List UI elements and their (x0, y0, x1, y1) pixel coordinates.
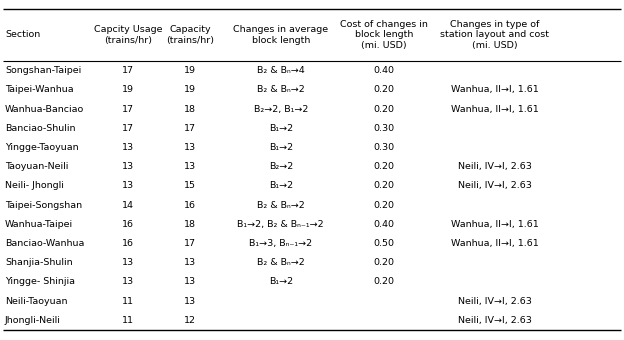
Text: Cost of changes in
block length
(mi. USD): Cost of changes in block length (mi. USD… (340, 20, 427, 50)
Text: B₂ & Bₙ→2: B₂ & Bₙ→2 (257, 258, 305, 267)
Text: 18: 18 (184, 220, 197, 229)
Text: 11: 11 (122, 296, 134, 306)
Text: 15: 15 (184, 182, 197, 190)
Text: 13: 13 (122, 258, 134, 267)
Text: B₁→3, Bₙ₋₁→2: B₁→3, Bₙ₋₁→2 (249, 239, 313, 248)
Text: 13: 13 (184, 143, 197, 152)
Text: Jhongli-Neili: Jhongli-Neili (5, 316, 61, 325)
Text: 19: 19 (122, 85, 134, 95)
Text: 0.20: 0.20 (373, 277, 394, 286)
Text: Neili, IV→I, 2.63: Neili, IV→I, 2.63 (457, 296, 532, 306)
Text: 17: 17 (122, 124, 134, 133)
Text: 19: 19 (184, 66, 197, 75)
Text: 18: 18 (184, 105, 197, 114)
Text: Taoyuan-Neili: Taoyuan-Neili (5, 162, 69, 171)
Text: Yingge- Shinjia: Yingge- Shinjia (5, 277, 75, 286)
Text: 0.20: 0.20 (373, 258, 394, 267)
Text: 0.20: 0.20 (373, 85, 394, 95)
Text: Banciao-Wanhua: Banciao-Wanhua (5, 239, 84, 248)
Text: 13: 13 (122, 162, 134, 171)
Text: 13: 13 (184, 277, 197, 286)
Text: 0.30: 0.30 (373, 143, 394, 152)
Text: Wanhua-Taipei: Wanhua-Taipei (5, 220, 73, 229)
Text: 0.20: 0.20 (373, 162, 394, 171)
Text: Shanjia-Shulin: Shanjia-Shulin (5, 258, 72, 267)
Text: 0.40: 0.40 (373, 220, 394, 229)
Text: Wanhua, II→I, 1.61: Wanhua, II→I, 1.61 (451, 105, 539, 114)
Text: 13: 13 (184, 258, 197, 267)
Text: 14: 14 (122, 201, 134, 209)
Text: Neili, IV→I, 2.63: Neili, IV→I, 2.63 (457, 316, 532, 325)
Text: 0.20: 0.20 (373, 201, 394, 209)
Text: 13: 13 (184, 296, 197, 306)
Text: Changes in type of
station layout and cost
(mi. USD): Changes in type of station layout and co… (440, 20, 549, 50)
Text: Taipei-Songshan: Taipei-Songshan (5, 201, 82, 209)
Text: 0.30: 0.30 (373, 124, 394, 133)
Text: Wanhua-Banciao: Wanhua-Banciao (5, 105, 84, 114)
Text: Capacity
(trains/hr): Capacity (trains/hr) (167, 25, 214, 45)
Text: Neili- Jhongli: Neili- Jhongli (5, 182, 64, 190)
Text: 17: 17 (184, 239, 197, 248)
Text: 17: 17 (122, 105, 134, 114)
Text: B₁→2: B₁→2 (269, 277, 293, 286)
Text: B₁→2: B₁→2 (269, 182, 293, 190)
Text: 13: 13 (122, 143, 134, 152)
Text: 12: 12 (184, 316, 197, 325)
Text: 13: 13 (184, 162, 197, 171)
Text: 11: 11 (122, 316, 134, 325)
Text: 13: 13 (122, 277, 134, 286)
Text: Yingge-Taoyuan: Yingge-Taoyuan (5, 143, 79, 152)
Text: Neili, IV→I, 2.63: Neili, IV→I, 2.63 (457, 162, 532, 171)
Text: B₁→2, B₂ & Bₙ₋₁→2: B₁→2, B₂ & Bₙ₋₁→2 (238, 220, 324, 229)
Text: 17: 17 (184, 124, 197, 133)
Text: B₂ & Bₙ→2: B₂ & Bₙ→2 (257, 201, 305, 209)
Text: B₂→2: B₂→2 (269, 162, 293, 171)
Text: 17: 17 (122, 66, 134, 75)
Text: B₂→2, B₁→2: B₂→2, B₁→2 (253, 105, 308, 114)
Text: B₂ & Bₙ→2: B₂ & Bₙ→2 (257, 85, 305, 95)
Text: B₁→2: B₁→2 (269, 124, 293, 133)
Text: Wanhua, II→I, 1.61: Wanhua, II→I, 1.61 (451, 220, 539, 229)
Text: 0.40: 0.40 (373, 66, 394, 75)
Text: Neili, IV→I, 2.63: Neili, IV→I, 2.63 (457, 182, 532, 190)
Text: 0.50: 0.50 (373, 239, 394, 248)
Text: Taipei-Wanhua: Taipei-Wanhua (5, 85, 74, 95)
Text: 0.20: 0.20 (373, 105, 394, 114)
Text: Wanhua, II→I, 1.61: Wanhua, II→I, 1.61 (451, 85, 539, 95)
Text: 19: 19 (184, 85, 197, 95)
Text: 16: 16 (122, 220, 134, 229)
Text: 0.20: 0.20 (373, 182, 394, 190)
Text: Capcity Usage
(trains/hr): Capcity Usage (trains/hr) (94, 25, 162, 45)
Text: 16: 16 (122, 239, 134, 248)
Text: 16: 16 (184, 201, 197, 209)
Text: B₂ & Bₙ→4: B₂ & Bₙ→4 (257, 66, 305, 75)
Text: 13: 13 (122, 182, 134, 190)
Text: Songshan-Taipei: Songshan-Taipei (5, 66, 81, 75)
Text: B₁→2: B₁→2 (269, 143, 293, 152)
Text: Wanhua, II→I, 1.61: Wanhua, II→I, 1.61 (451, 239, 539, 248)
Text: Section: Section (5, 30, 40, 39)
Text: Banciao-Shulin: Banciao-Shulin (5, 124, 76, 133)
Text: Changes in average
block length: Changes in average block length (233, 25, 328, 45)
Text: Neili-Taoyuan: Neili-Taoyuan (5, 296, 67, 306)
